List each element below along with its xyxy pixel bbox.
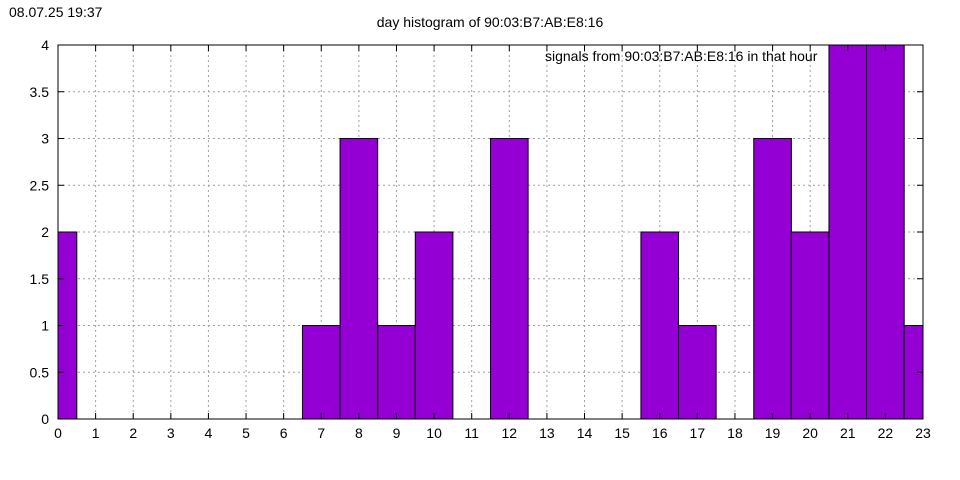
bar-hour-22	[866, 44, 905, 420]
bar-hour-20	[790, 231, 830, 420]
bar-hour-17	[678, 325, 717, 420]
bar-hour-21	[828, 44, 868, 420]
y-tick-label: 0	[41, 411, 49, 427]
x-tick-label: 8	[355, 425, 363, 441]
x-tick-label: 7	[317, 425, 325, 441]
timestamp: 08.07.25 19:37	[9, 4, 103, 20]
bar-hour-10	[414, 231, 454, 420]
y-tick-label: 1	[41, 318, 49, 334]
x-tick-label: 2	[129, 425, 137, 441]
x-tick-label: 13	[539, 425, 555, 441]
y-tick-label: 3.5	[30, 84, 50, 100]
y-tick-label: 2	[41, 224, 49, 240]
x-tick-label: 9	[393, 425, 401, 441]
x-tick-label: 4	[205, 425, 213, 441]
bar-hour-19	[753, 138, 792, 420]
bar-hour-7	[301, 325, 341, 420]
x-tick-label: 18	[727, 425, 743, 441]
x-tick-label: 1	[92, 425, 100, 441]
x-tick-label: 15	[614, 425, 630, 441]
x-tick-label: 14	[577, 425, 593, 441]
x-tick-label: 5	[242, 425, 250, 441]
x-tick-label: 0	[54, 425, 62, 441]
legend-entry: signals from 90:03:B7:AB:E8:16 in that h…	[545, 48, 818, 64]
bar-hour-12	[490, 138, 529, 420]
y-tick-label: 1.5	[30, 271, 50, 287]
x-tick-label: 21	[840, 425, 856, 441]
x-tick-label: 17	[690, 425, 706, 441]
y-tick-label: 2.5	[30, 177, 50, 193]
y-tick-label: 4	[41, 37, 49, 53]
x-tick-label: 6	[280, 425, 288, 441]
chart-title: day histogram of 90:03:B7:AB:E8:16	[377, 14, 604, 30]
x-tick-label: 20	[802, 425, 818, 441]
x-tick-label: 12	[502, 425, 518, 441]
x-tick-label: 3	[167, 425, 175, 441]
bar-hour-9	[377, 325, 416, 420]
x-tick-label: 23	[915, 425, 931, 441]
x-tick-label: 19	[765, 425, 781, 441]
bar-hour-16	[640, 231, 680, 420]
x-tick-label: 22	[878, 425, 894, 441]
y-tick-label: 0.5	[30, 364, 50, 380]
x-tick-label: 11	[464, 425, 479, 441]
x-tick-label: 16	[652, 425, 668, 441]
y-tick-label: 3	[41, 131, 49, 147]
x-tick-label: 10	[426, 425, 442, 441]
bar-hour-8	[339, 138, 379, 420]
